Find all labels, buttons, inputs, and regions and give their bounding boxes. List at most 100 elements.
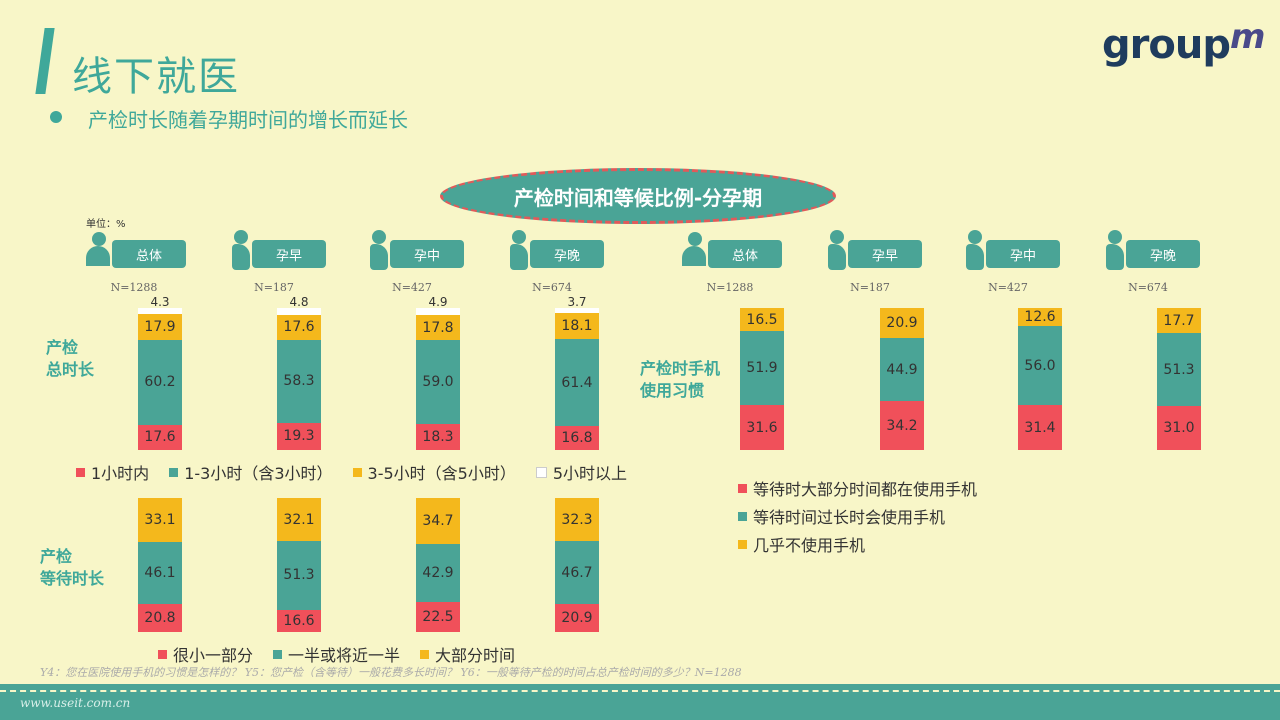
bullet-dot: [50, 111, 62, 123]
title-accent-bar: [35, 28, 55, 94]
phone-legend-label-2: 几乎不使用手机: [753, 536, 866, 555]
footer-stitch: [0, 690, 1280, 692]
phone-legend-label-0: 等待时大部分时间都在使用手机: [753, 480, 978, 499]
left-pregnant-icon-body-1: [232, 244, 250, 270]
total-bar-2-2: 17.8: [416, 314, 460, 341]
left-pregnant-icon-head-3: [512, 230, 526, 244]
total-legend-label-0: 1小时内: [91, 464, 150, 483]
total-bar-2-0: 18.3: [416, 424, 460, 450]
wait-bar-2-2: 34.7: [416, 497, 460, 545]
chart-banner: 产检时间和等候比例-分孕期: [440, 168, 836, 224]
total-legend-item-3: 5小时以上: [535, 460, 628, 484]
total-legend-swatch-3: [535, 466, 547, 478]
phone-bar-1-2: 20.9: [880, 308, 924, 338]
phone-legend-item-1: 等待时间过长时会使用手机: [738, 504, 977, 528]
wait-bar-0-1: 46.1: [138, 542, 182, 605]
row-label-total: 产检 总时长: [46, 338, 95, 379]
phone-bar-2-2: 12.6: [1018, 308, 1062, 326]
total-legend-swatch-0: [76, 467, 85, 477]
wait-legend-label-0: 很小一部分: [173, 646, 254, 665]
left-seg-tag-1: 孕早: [252, 240, 326, 268]
total-legend-label-1: 1-3小时（含3小时）: [184, 464, 333, 483]
total-bar-1-3: [277, 308, 321, 315]
total-bar-0-2: 17.9: [138, 314, 182, 340]
phone-legend-swatch-1: [738, 511, 747, 521]
banner-text: 产检时间和等候比例-分孕期: [513, 185, 763, 210]
phone-bar-2-0: 31.4: [1018, 405, 1062, 450]
wait-bar-2-0: 22.5: [416, 601, 460, 632]
wait-legend-label-2: 大部分时间: [435, 646, 516, 665]
total-bar-2-3: [416, 308, 460, 315]
right-pregnant-icon-head-2: [968, 230, 982, 244]
right-pregnant-icon-head-3: [1108, 230, 1122, 244]
right-pregnant-icon-body-2: [966, 244, 984, 270]
legend-phone: 等待时大部分时间都在使用手机等待时间过长时会使用手机几乎不使用手机: [738, 476, 977, 556]
right-n-3: N=674: [1128, 281, 1168, 294]
wait-bar-1-2: 32.1: [277, 498, 321, 541]
total-legend-label-3: 5小时以上: [552, 464, 628, 483]
left-pregnant-icon-body-3: [510, 244, 528, 270]
wait-legend-item-1: 一半或将近一半: [273, 642, 400, 666]
left-seg-tag-3: 孕晚: [530, 240, 604, 268]
left-pregnant-icon-body-2: [370, 244, 388, 270]
phone-bar-0-2: 16.5: [740, 308, 784, 332]
wait-bar-0-2: 33.1: [138, 498, 182, 543]
total-bar-2-1: 59.0: [416, 340, 460, 424]
total-bar-0-0: 17.6: [138, 425, 182, 450]
left-seg-tag-2: 孕中: [390, 240, 464, 268]
watermark: www.useit.com.cn: [20, 696, 131, 710]
right-seg-tag-0: 总体: [708, 240, 782, 268]
phone-legend-swatch-2: [738, 539, 747, 549]
right-seg-tag-1: 孕早: [848, 240, 922, 268]
left-n-3: N=674: [532, 281, 572, 294]
total-legend-item-1: 1-3小时（含3小时）: [169, 460, 333, 484]
left-icon-head-0: [92, 232, 106, 246]
logo-accent-text: m: [1229, 17, 1265, 57]
right-seg-tag-2: 孕中: [986, 240, 1060, 268]
total-bar-1-1: 58.3: [277, 339, 321, 423]
phone-bar-0-0: 31.6: [740, 405, 784, 450]
phone-legend-swatch-0: [738, 483, 747, 493]
total-legend-item-0: 1小时内: [76, 460, 149, 484]
phone-bar-2-1: 56.0: [1018, 325, 1062, 406]
total-bar-3-0: 16.8: [555, 426, 599, 450]
legend-total: 1小时内 1-3小时（含3小时） 3-5小时（含5小时） 5小时以上: [76, 460, 627, 484]
total-bar-1-2: 17.6: [277, 314, 321, 340]
row-label-phone: 产检时手机 使用习惯: [640, 359, 721, 400]
wait-legend-swatch-0: [158, 649, 167, 659]
phone-bar-0-1: 51.9: [740, 331, 784, 406]
groupm-logo: groupm: [1102, 17, 1265, 68]
total-legend-label-2: 3-5小时（含5小时）: [367, 464, 516, 483]
wait-legend-swatch-2: [420, 649, 430, 659]
right-icon-body-0: [682, 246, 706, 266]
wait-bar-1-1: 51.3: [277, 541, 321, 610]
right-icon-head-0: [688, 232, 702, 246]
phone-bar-3-2: 17.7: [1157, 308, 1201, 334]
left-pregnant-icon-head-1: [234, 230, 248, 244]
right-seg-tag-3: 孕晚: [1126, 240, 1200, 268]
wait-bar-3-1: 46.7: [555, 541, 599, 604]
wait-bar-3-2: 32.3: [555, 498, 599, 542]
right-n-0: N=1288: [706, 281, 754, 294]
right-n-2: N=427: [988, 281, 1028, 294]
left-n-1: N=187: [254, 281, 294, 294]
left-pregnant-icon-head-2: [372, 230, 386, 244]
legend-wait: 很小一部分 一半或将近一半 大部分时间: [158, 642, 515, 666]
row-label-wait: 产检 等待时长: [40, 547, 105, 588]
phone-legend-item-0: 等待时大部分时间都在使用手机: [738, 476, 977, 500]
total-bar-0-3: [138, 308, 182, 315]
total-label-1-3: 4.8: [289, 295, 309, 309]
total-label-3-3: 3.7: [567, 295, 587, 309]
page-subtitle: 产检时长随着孕期时间的增长而延长: [88, 108, 408, 132]
phone-bar-1-1: 44.9: [880, 337, 924, 402]
total-bar-3-2: 18.1: [555, 313, 599, 339]
wait-legend-swatch-1: [273, 649, 283, 659]
wait-legend-label-1: 一半或将近一半: [288, 646, 401, 665]
phone-bar-3-1: 51.3: [1157, 333, 1201, 406]
total-legend-swatch-1: [169, 467, 179, 477]
left-n-0: N=1288: [110, 281, 158, 294]
total-bar-1-0: 19.3: [277, 422, 321, 450]
wait-bar-0-0: 20.8: [138, 604, 182, 632]
logo-main-text: group: [1102, 22, 1231, 68]
wait-legend-item-0: 很小一部分: [158, 642, 253, 666]
